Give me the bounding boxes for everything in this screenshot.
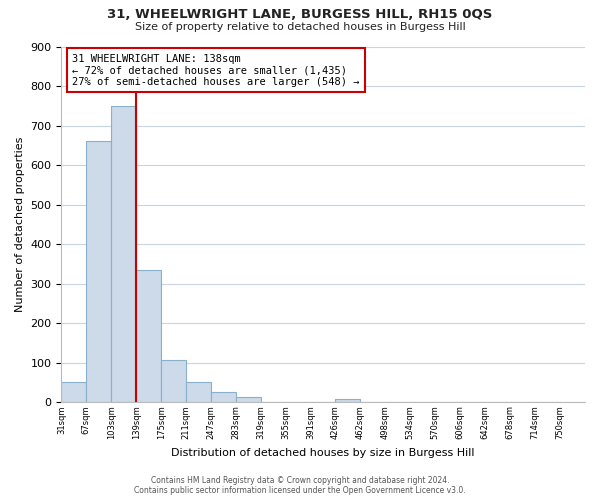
Text: Contains HM Land Registry data © Crown copyright and database right 2024.
Contai: Contains HM Land Registry data © Crown c… xyxy=(134,476,466,495)
Text: 31 WHEELWRIGHT LANE: 138sqm
← 72% of detached houses are smaller (1,435)
27% of : 31 WHEELWRIGHT LANE: 138sqm ← 72% of det… xyxy=(72,54,359,87)
Bar xyxy=(61,382,86,402)
Bar xyxy=(161,360,186,403)
Bar xyxy=(112,106,136,403)
Bar xyxy=(186,382,211,402)
Bar xyxy=(136,270,161,402)
Y-axis label: Number of detached properties: Number of detached properties xyxy=(15,137,25,312)
Text: 31, WHEELWRIGHT LANE, BURGESS HILL, RH15 0QS: 31, WHEELWRIGHT LANE, BURGESS HILL, RH15… xyxy=(107,8,493,20)
Bar xyxy=(335,399,361,402)
Bar xyxy=(86,141,112,403)
Bar xyxy=(236,397,261,402)
Bar xyxy=(211,392,236,402)
Text: Size of property relative to detached houses in Burgess Hill: Size of property relative to detached ho… xyxy=(134,22,466,32)
X-axis label: Distribution of detached houses by size in Burgess Hill: Distribution of detached houses by size … xyxy=(172,448,475,458)
